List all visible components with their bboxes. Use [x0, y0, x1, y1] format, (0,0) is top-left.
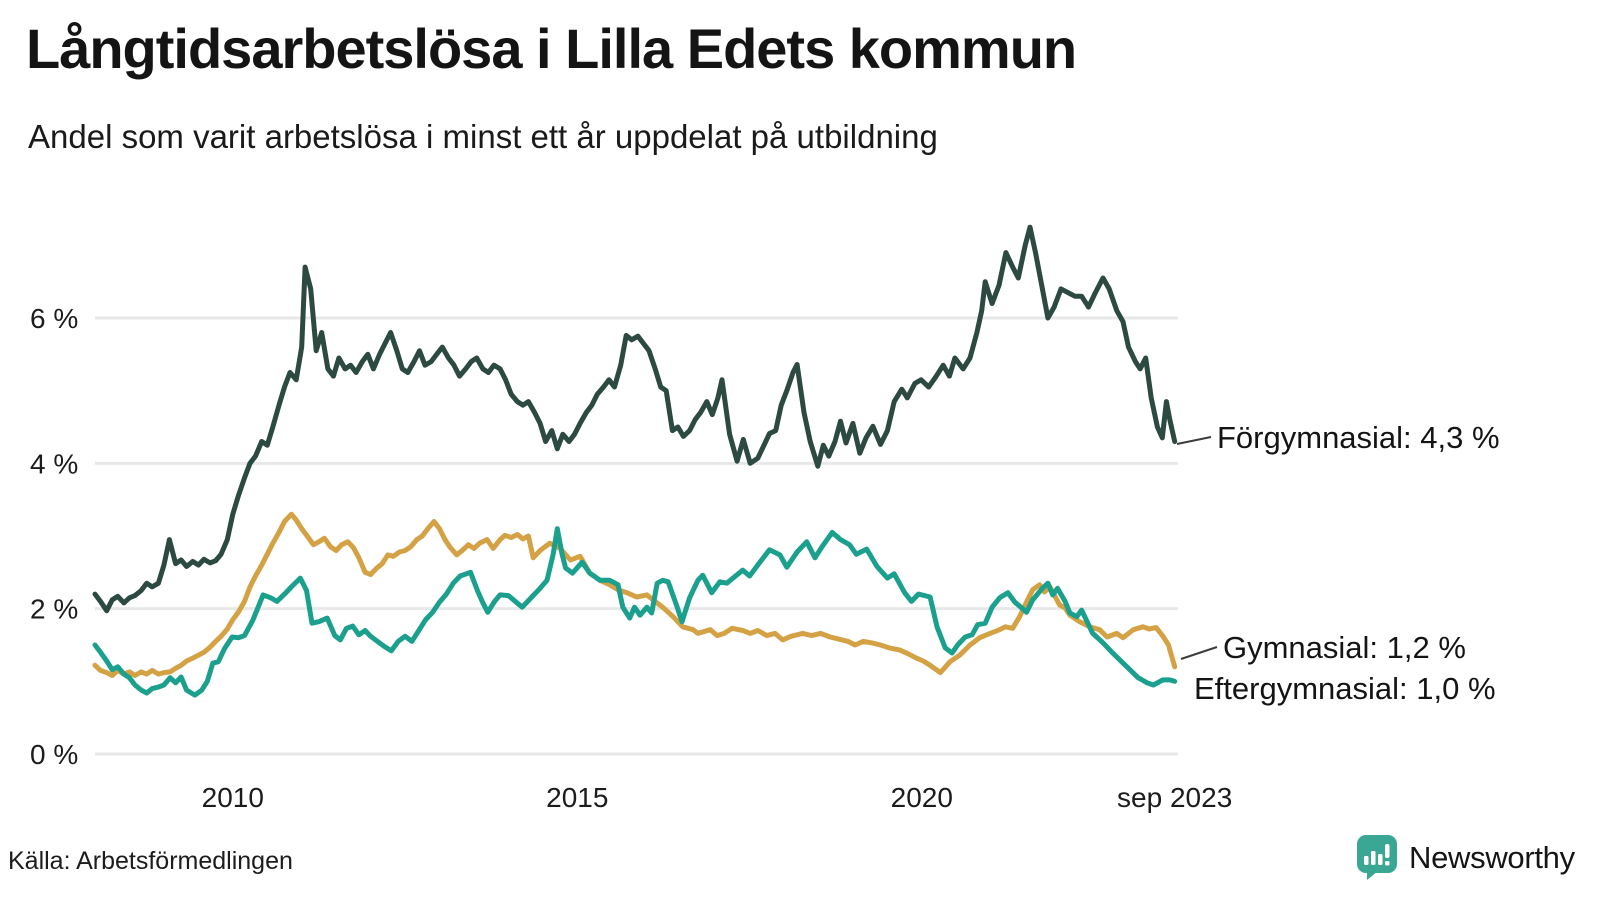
y-axis-label: 0 %	[30, 739, 78, 770]
x-axis-label: 2020	[891, 782, 953, 813]
chart-subtitle: Andel som varit arbetslösa i minst ett å…	[28, 118, 938, 155]
y-axis-label: 4 %	[30, 448, 78, 479]
series-line-förgymnasial	[92, 224, 1178, 614]
series-end-label-gymnasial: Gymnasial: 1,2 %	[1223, 630, 1466, 665]
chart-title: Långtidsarbetslösa i Lilla Edets kommun	[26, 17, 1077, 80]
source-note: Källa: Arbetsförmedlingen	[8, 847, 293, 875]
label-connectors	[1176, 436, 1218, 660]
bar-chart-speech-bubble-icon	[1357, 835, 1397, 880]
series-end-label-forgymnasial: Förgymnasial: 4,3 %	[1217, 420, 1500, 455]
x-axis-labels: 2010 2015 2020 sep 2023	[202, 782, 1233, 813]
label-connector-forgymnasial	[1176, 436, 1212, 445]
gridlines: 0 % 2 % 4 % 6 %	[30, 303, 1178, 770]
label-connector-gymnasial	[1180, 646, 1218, 660]
series-line-eftergymnasial	[92, 526, 1178, 698]
x-axis-label: 2015	[546, 782, 608, 813]
series-line-gymnasial	[92, 511, 1178, 678]
series-lines	[92, 224, 1178, 698]
y-axis-label: 2 %	[30, 594, 78, 625]
x-axis-label: sep 2023	[1117, 782, 1232, 813]
x-axis-label: 2010	[202, 782, 264, 813]
series-end-label-eftergymnasial: Eftergymnasial: 1,0 %	[1194, 671, 1496, 706]
newsworthy-brand[interactable]: Newsworthy	[1356, 834, 1575, 881]
y-axis-label: 6 %	[30, 303, 78, 334]
brand-name: Newsworthy	[1409, 839, 1575, 875]
